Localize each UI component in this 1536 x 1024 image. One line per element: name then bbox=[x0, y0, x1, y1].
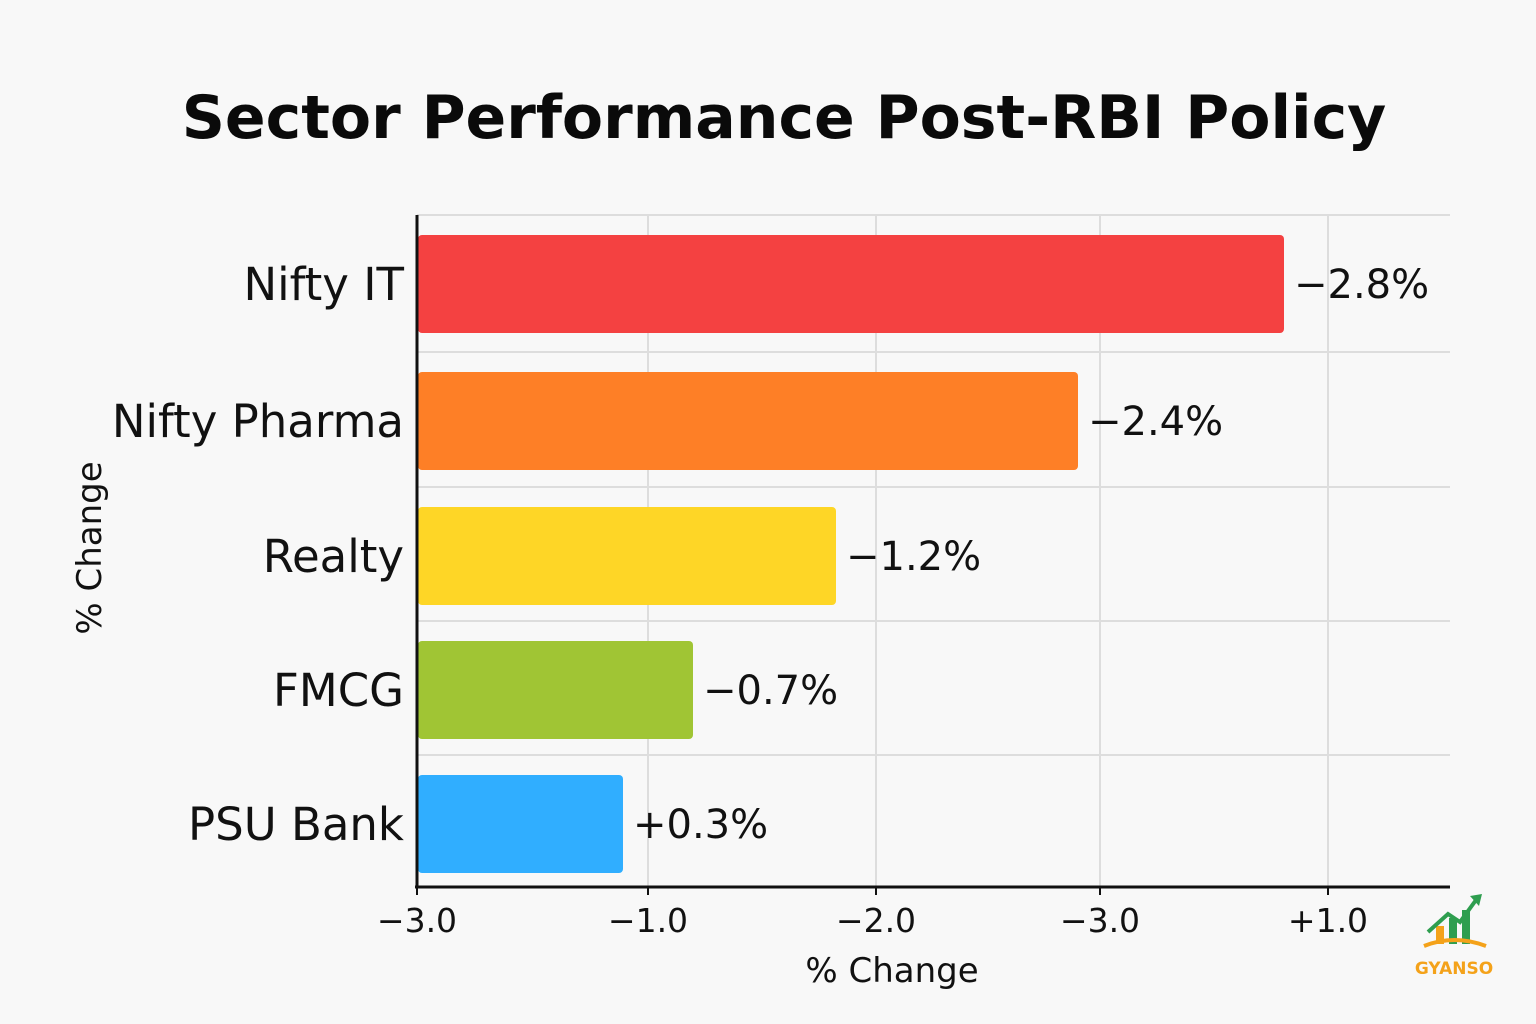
bar-psu-bank bbox=[418, 775, 623, 873]
bar-fmcg bbox=[418, 641, 693, 739]
x-axis-title: % Change bbox=[805, 951, 978, 991]
x-tick-label: −2.0 bbox=[836, 901, 916, 940]
category-label: FMCG bbox=[273, 664, 404, 717]
bar-nifty-pharma bbox=[418, 372, 1078, 470]
x-ticks: −3.0 −1.0 −2.0 −3.0 +1.0 bbox=[377, 887, 1368, 940]
bars-group: Nifty IT −2.8% Nifty Pharma −2.4% Realty −1.2… bbox=[112, 235, 1429, 873]
x-tick-label: −3.0 bbox=[1060, 901, 1140, 940]
value-label: −2.4% bbox=[1088, 399, 1223, 445]
category-label: Realty bbox=[263, 530, 404, 583]
x-tick-label: +1.0 bbox=[1288, 901, 1368, 940]
category-label: Nifty Pharma bbox=[112, 395, 404, 448]
category-label: PSU Bank bbox=[188, 798, 404, 851]
logo-mark-icon bbox=[1423, 894, 1487, 948]
x-tick-label: −1.0 bbox=[608, 901, 688, 940]
value-label: −0.7% bbox=[703, 668, 838, 714]
value-label: −2.8% bbox=[1294, 262, 1429, 308]
logo-text: GYANSO bbox=[1415, 959, 1493, 979]
bar-realty bbox=[418, 507, 836, 605]
gyanso-logo: GYANSO bbox=[1415, 894, 1493, 979]
value-label: −1.2% bbox=[846, 534, 981, 580]
bar-nifty-it bbox=[418, 235, 1284, 333]
x-tick-label: −3.0 bbox=[377, 901, 457, 940]
category-label: Nifty IT bbox=[243, 258, 404, 311]
chart-title: Sector Performance Post-RBI Policy bbox=[182, 83, 1387, 153]
value-label: +0.3% bbox=[633, 802, 768, 848]
y-axis-title: % Change bbox=[70, 461, 110, 634]
axes bbox=[415, 215, 1450, 889]
